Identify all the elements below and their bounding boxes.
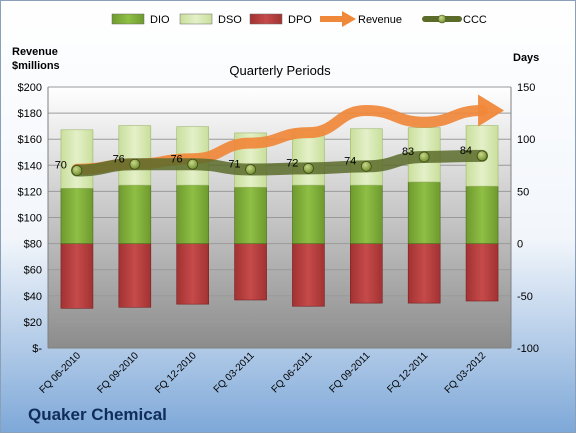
bar-dpo [118, 243, 152, 308]
left-tick-label: $200 [18, 82, 42, 94]
left-tick-label: $120 [18, 186, 42, 198]
right-tick-label: -100 [517, 343, 539, 355]
bar-dio [292, 184, 325, 244]
ccc-data-label: 76 [113, 153, 125, 165]
legend-label-ccc: CCC [463, 14, 487, 26]
left-axis-label-line1: Revenue [12, 46, 58, 58]
company-name: Quaker Chemical [28, 405, 167, 424]
left-tick-label: $20 [24, 317, 42, 329]
right-axis-label: Days [513, 52, 539, 64]
bars [60, 125, 499, 309]
ccc-data-label: 76 [170, 153, 182, 165]
legend-swatch-dio [111, 13, 145, 25]
legend-label-dpo: DPO [288, 14, 312, 26]
left-axis-ticks: $- $20 $40 $60 $80 $100 $120 $140 $160 $180 $200 [18, 82, 43, 355]
right-tick-label: 50 [517, 186, 529, 198]
left-tick-label: $80 [24, 239, 42, 251]
legend: DIO DSO DPO Revenue CCC [111, 11, 487, 27]
bar-dio [176, 184, 209, 244]
legend-label-dio: DIO [150, 14, 170, 26]
ccc-data-label: 74 [344, 155, 356, 167]
bar-dio [407, 181, 441, 244]
bar-dpo [234, 243, 267, 301]
legend-swatch-dpo [249, 13, 283, 25]
right-tick-label: 150 [517, 82, 535, 94]
ccc-point [360, 160, 372, 172]
bar-dso [60, 129, 94, 189]
ccc-point [71, 165, 83, 176]
ccc-data-label: 83 [402, 146, 414, 158]
left-tick-label: $140 [18, 160, 42, 172]
ccc-data-label: 84 [460, 145, 472, 157]
bar-dio [465, 185, 499, 244]
left-tick-label: $100 [18, 213, 42, 225]
bar-dio [60, 187, 94, 244]
bar-dpo [465, 243, 499, 302]
ccc-data-label: 72 [286, 157, 298, 169]
legend-swatch-ccc-dot [437, 14, 447, 24]
right-tick-label: 0 [517, 239, 523, 251]
bar-dio [350, 184, 383, 244]
bar-dpo [407, 243, 441, 304]
bar-dio [234, 186, 267, 244]
bar-dpo [292, 243, 325, 307]
legend-swatch-dso [179, 13, 213, 25]
chart-title: Quarterly Periods [229, 63, 331, 78]
ccc-point [476, 150, 488, 162]
ccc-point [129, 158, 141, 170]
ccc-line: 70 76 76 71 72 74 83 84 [55, 145, 489, 177]
left-tick-label: $160 [18, 134, 42, 146]
ccc-point [303, 163, 314, 174]
legend-swatch-revenue-head [342, 11, 356, 27]
ccc-point [187, 158, 199, 170]
left-tick-label: $180 [18, 108, 42, 120]
ccc-point [418, 151, 430, 163]
bar-dpo [176, 243, 209, 305]
ccc-point [245, 164, 256, 175]
left-tick-label: $60 [24, 265, 42, 277]
bar-dso [118, 125, 152, 186]
left-axis-label-line2: $millions [12, 60, 60, 72]
bar-dpo [350, 243, 383, 304]
left-tick-label: $- [32, 343, 42, 355]
right-tick-label: -50 [517, 291, 533, 303]
right-tick-label: 100 [517, 134, 535, 146]
left-tick-label: $40 [24, 291, 42, 303]
bar-dso [350, 128, 383, 186]
legend-label-dso: DSO [218, 14, 242, 26]
right-axis-ticks: -100 -50 0 50 100 150 [517, 82, 539, 355]
revenue-arrowhead [478, 94, 505, 127]
bar-dpo [60, 243, 94, 309]
ccc-data-label: 70 [55, 160, 67, 172]
bar-dio [118, 184, 152, 244]
legend-label-revenue: Revenue [358, 14, 402, 26]
bar-dso [292, 129, 325, 186]
ccc-data-label: 71 [228, 158, 240, 170]
